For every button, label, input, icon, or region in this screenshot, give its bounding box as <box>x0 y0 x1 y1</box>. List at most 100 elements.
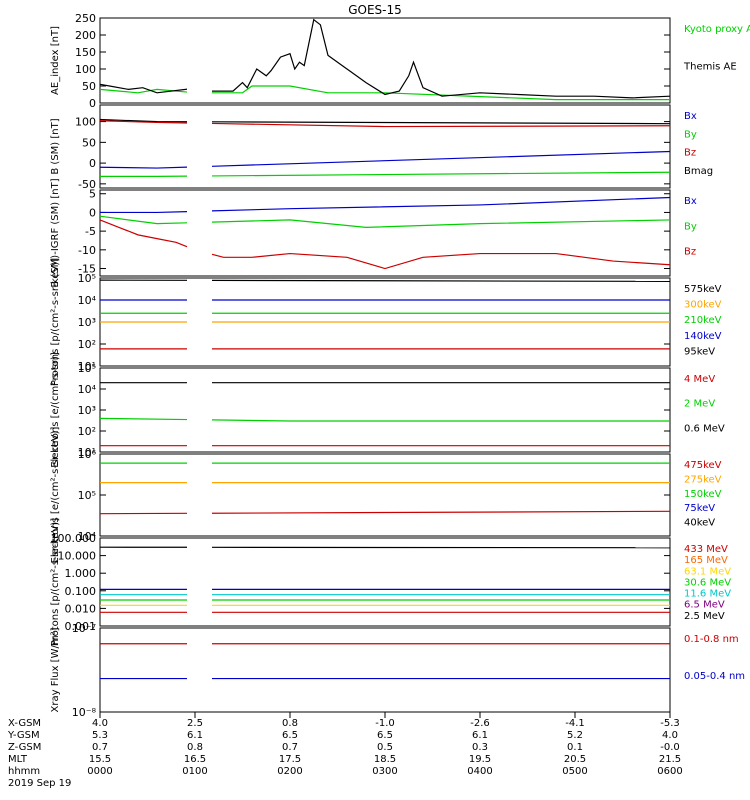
panel-frame <box>99 17 671 104</box>
y-tick-label: 10.000 <box>58 550 97 563</box>
series-line <box>99 219 188 248</box>
y-axis-label: B (SM)-IGRF (SM) [nT] <box>50 178 61 287</box>
x-tick-label: 18.5 <box>374 754 396 765</box>
x-tick-label: 21.5 <box>659 754 681 765</box>
x-tick-label: 4.0 <box>92 718 108 729</box>
x-tick-label: 4.0 <box>662 730 678 741</box>
y-tick-label: 100.000 <box>51 532 97 545</box>
legend-entry: 6.5 MeV <box>684 600 725 611</box>
y-axis-label: Protons [p/(cm²-s-sr-keV)] <box>50 518 61 646</box>
y-axis-label: B (SM) [nT] <box>50 118 61 174</box>
x-row-label: Z-GSM <box>8 742 41 753</box>
y-tick-label: 150 <box>75 46 96 59</box>
x-row-label: X-GSM <box>8 718 41 729</box>
x-tick-label: 0100 <box>182 766 207 777</box>
y-tick-label: -50 <box>78 178 96 191</box>
panel-7: 100.000 10.000 1.000 0.100 0.010 0.001 Protons… <box>50 518 731 646</box>
y-tick-label: 50 <box>82 136 96 149</box>
x-axis: X-GSMY-GSMZ-GSMMLThhmm4.05.30.715.500002… <box>7 712 683 789</box>
x-row-label: MLT <box>8 754 28 765</box>
series-line <box>99 118 188 123</box>
legend-entry: 210keV <box>684 315 722 326</box>
series-line <box>211 252 671 270</box>
date-label: 2019 Sep 19 <box>8 778 71 789</box>
y-tick-label: 10⁻⁷ <box>72 622 96 635</box>
y-tick-label: 50 <box>82 80 96 93</box>
y-tick-label: 0 <box>89 97 96 110</box>
legend-entry: 30.6 MeV <box>684 577 731 588</box>
legend-entry: 433 MeV <box>684 544 728 555</box>
y-tick-label: 10⁵ <box>78 489 96 502</box>
x-tick-label: 0400 <box>467 766 492 777</box>
x-tick-label: 0500 <box>562 766 587 777</box>
series-line <box>211 419 670 422</box>
series-line <box>211 510 671 514</box>
series-line <box>211 219 671 228</box>
y-tick-label: 100 <box>75 116 96 129</box>
x-tick-label: 19.5 <box>469 754 491 765</box>
x-tick-label: 5.2 <box>567 730 583 741</box>
x-tick-label: 0600 <box>657 766 682 777</box>
legend-entry: 75keV <box>684 503 715 514</box>
y-tick-label: 10² <box>78 425 96 438</box>
panel-4: 10⁵ 10⁴ 10³ 10² 10¹ Protons [p/(cm²-s-sr-keV)… <box>50 258 722 386</box>
legend-entry: 0.05-0.4 nm <box>684 671 745 682</box>
x-tick-label: -5.3 <box>660 718 680 729</box>
y-tick-label: 10⁻⁸ <box>72 706 97 719</box>
panel-6: 10⁶ 10⁵ 10⁴ Electrons [e/(cm²-s-sr-keV)] 475… <box>50 426 722 563</box>
x-tick-label: 0000 <box>87 766 112 777</box>
x-tick-label: 0.8 <box>187 742 203 753</box>
y-axis-label: Protons [p/(cm²-s-sr-keV)] <box>50 258 61 386</box>
legend-entry: 2 MeV <box>684 399 715 410</box>
legend-entry: 4 MeV <box>684 374 715 385</box>
legend-entry: 0.1-0.8 nm <box>684 634 739 645</box>
y-tick-label: 10⁵ <box>78 362 96 375</box>
legend-entry: 140keV <box>684 331 722 342</box>
series-line <box>99 417 188 421</box>
series-line <box>212 18 671 99</box>
x-tick-label: 0.7 <box>282 742 298 753</box>
y-tick-label: -10 <box>78 244 96 257</box>
legend-entry: 575keV <box>684 284 722 295</box>
legend-entry: 63.1 MeV <box>684 566 731 577</box>
x-row-label: hhmm <box>8 766 40 777</box>
legend-entry: 475keV <box>684 460 722 471</box>
panel-frame <box>99 104 671 189</box>
legend-entry: Bz <box>684 148 696 159</box>
panel-frame <box>99 189 671 277</box>
legend-entry: 95keV <box>684 346 715 357</box>
y-tick-label: -5 <box>85 225 96 238</box>
series-line <box>211 171 671 177</box>
panel-frame <box>99 453 671 537</box>
series-line <box>211 196 671 212</box>
chart-title: GOES-15 <box>348 3 402 17</box>
panel-1: 250 200 150 100 50 0 AE_index [nT] Kyoto proxy … <box>50 12 750 110</box>
x-tick-label: 20.5 <box>564 754 586 765</box>
y-tick-label: 10² <box>78 338 96 351</box>
series-line <box>211 150 671 167</box>
panel-2: 100 50 0 -50 B (SM) [nT] Bx By Bz Bmag <box>50 104 713 191</box>
series-line <box>99 83 188 94</box>
x-tick-label: -1.0 <box>375 718 395 729</box>
panel-frame <box>99 537 671 627</box>
x-tick-label: 0.8 <box>282 718 298 729</box>
legend-entry: Themis AE <box>683 62 737 73</box>
y-tick-label: 0 <box>89 157 96 170</box>
legend-entry: Bx <box>684 111 697 122</box>
y-tick-label: 1.000 <box>65 567 97 580</box>
legend-entry: 300keV <box>684 300 722 311</box>
x-tick-label: 0.5 <box>377 742 393 753</box>
y-axis-label: Electrons [e/(cm²-s-sr)] <box>50 352 61 468</box>
panel-3: 5 0 -5 -10 -15 B (SM)-IGRF (SM) [nT] Bx By Bz <box>50 178 697 287</box>
y-axis-label: Xray Flux [W/m²] <box>50 627 61 712</box>
series-line <box>99 166 188 169</box>
legend-entry: By <box>684 129 697 140</box>
panel-8: 10⁻⁷ 10⁻⁸ Xray Flux [W/m²] 0.1-0.8 nm 0.05-0… <box>50 622 745 719</box>
panel-frame <box>99 627 671 713</box>
legend-entry: Bx <box>684 196 697 207</box>
legend-entry: 275keV <box>684 474 722 485</box>
y-tick-label: 0.010 <box>65 602 97 615</box>
panel-5: 10⁵ 10⁴ 10³ 10² 10¹ Electrons [e/(cm²-s-sr)] 4… <box>50 352 725 468</box>
